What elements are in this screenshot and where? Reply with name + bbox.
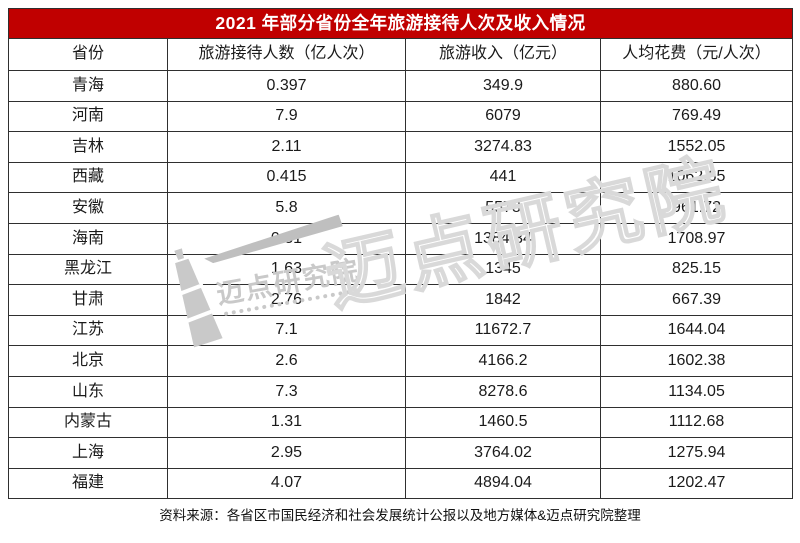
- province-cell: 安徽: [8, 192, 168, 224]
- province-cell: 福建: [8, 467, 168, 500]
- spend-cell: 1552.05: [599, 131, 794, 163]
- table-row-jiangsu: 江苏 7.1 11672.7 1644.04: [8, 314, 794, 347]
- spend-cell: 1112.68: [599, 406, 794, 439]
- spend-cell: 769.49: [599, 100, 794, 133]
- province-cell: 江苏: [8, 314, 168, 347]
- visitors-cell: 0.81: [167, 222, 406, 255]
- table-title-row: 2021 年部分省份全年旅游接待人次及收入情况: [7, 8, 794, 39]
- spend-cell: 961.72: [599, 192, 794, 224]
- column-header-province: 省份: [8, 38, 168, 71]
- table-row-hainan: 海南 0.81 1384.34 1708.97: [8, 222, 794, 255]
- source-note: 资料来源：各省区市国民经济和社会发展统计公报以及地方媒体&迈点研究院整理: [159, 508, 641, 524]
- table-row-henan: 河南 7.9 6079 769.49: [8, 100, 794, 133]
- province-cell: 山东: [8, 375, 168, 408]
- revenue-cell: 11672.7: [405, 314, 601, 347]
- revenue-cell: 6079: [405, 100, 601, 133]
- visitors-cell: 1.31: [167, 406, 406, 439]
- visitors-cell: 2.76: [167, 284, 406, 316]
- spend-cell: 825.15: [599, 253, 794, 286]
- visitors-cell: 2.11: [167, 131, 406, 163]
- spend-cell: 880.60: [599, 70, 794, 102]
- revenue-cell: 3764.02: [405, 437, 601, 469]
- table-row-shandong: 山东 7.3 8278.6 1134.05: [8, 375, 794, 408]
- revenue-cell: 5578: [405, 192, 601, 224]
- table-row-xizang: 西藏 0.415 441 1062.65: [8, 161, 794, 194]
- province-cell: 黑龙江: [8, 253, 168, 286]
- spend-cell: 1275.94: [599, 437, 794, 469]
- visitors-cell: 7.9: [167, 100, 406, 133]
- province-cell: 内蒙古: [8, 406, 168, 439]
- table-header-row: 省份 旅游接待人数（亿人次） 旅游收入（亿元） 人均花费（元/人次）: [8, 38, 794, 71]
- province-cell: 北京: [8, 345, 168, 377]
- column-header-revenue: 旅游收入（亿元）: [405, 38, 601, 71]
- spend-cell: 1644.04: [599, 314, 794, 347]
- revenue-cell: 1384.34: [405, 222, 601, 255]
- table-row-jilin: 吉林 2.11 3274.83 1552.05: [8, 131, 794, 163]
- table-row-heilongjiang: 黑龙江 1.63 1345 825.15: [8, 253, 794, 286]
- visitors-cell: 2.95: [167, 437, 406, 469]
- table-row-beijing: 北京 2.6 4166.2 1602.38: [8, 345, 794, 377]
- visitors-cell: 1.63: [167, 253, 406, 286]
- table-row-shanghai: 上海 2.95 3764.02 1275.94: [8, 437, 794, 469]
- table-row-fujian: 福建 4.07 4894.04 1202.47: [8, 467, 794, 500]
- column-header-spend-per-capita: 人均花费（元/人次）: [599, 38, 794, 71]
- revenue-cell: 4894.04: [405, 467, 601, 500]
- province-cell: 上海: [8, 437, 168, 469]
- tourism-data-table: 2021 年部分省份全年旅游接待人次及收入情况 省份 旅游接待人数（亿人次） 旅…: [7, 8, 794, 500]
- visitors-cell: 7.1: [167, 314, 406, 347]
- province-cell: 吉林: [8, 131, 168, 163]
- spend-cell: 1202.47: [599, 467, 794, 500]
- visitors-cell: 5.8: [167, 192, 406, 224]
- table-row-qinghai: 青海 0.397 349.9 880.60: [8, 70, 794, 102]
- revenue-cell: 8278.6: [405, 375, 601, 408]
- province-cell: 海南: [8, 222, 168, 255]
- revenue-cell: 1842: [405, 284, 601, 316]
- visitors-cell: 7.3: [167, 375, 406, 408]
- province-cell: 青海: [8, 70, 168, 102]
- revenue-cell: 1345: [405, 253, 601, 286]
- revenue-cell: 441: [405, 161, 601, 194]
- revenue-cell: 4166.2: [405, 345, 601, 377]
- visitors-cell: 4.07: [167, 467, 406, 500]
- revenue-cell: 349.9: [405, 70, 601, 102]
- spend-cell: 1062.65: [599, 161, 794, 194]
- table-title: 2021 年部分省份全年旅游接待人次及收入情况: [7, 8, 794, 39]
- province-cell: 甘肃: [8, 284, 168, 316]
- spend-cell: 667.39: [599, 284, 794, 316]
- province-cell: 河南: [8, 100, 168, 133]
- province-cell: 西藏: [8, 161, 168, 194]
- visitors-cell: 2.6: [167, 345, 406, 377]
- column-header-visitors: 旅游接待人数（亿人次）: [167, 38, 406, 71]
- visitors-cell: 0.397: [167, 70, 406, 102]
- table-row-gansu: 甘肃 2.76 1842 667.39: [8, 284, 794, 316]
- spend-cell: 1602.38: [599, 345, 794, 377]
- revenue-cell: 3274.83: [405, 131, 601, 163]
- revenue-cell: 1460.5: [405, 406, 601, 439]
- table-row-neimenggu: 内蒙古 1.31 1460.5 1112.68: [8, 406, 794, 439]
- table-row-anhui: 安徽 5.8 5578 961.72: [8, 192, 794, 224]
- spend-cell: 1708.97: [599, 222, 794, 255]
- spend-cell: 1134.05: [599, 375, 794, 408]
- visitors-cell: 0.415: [167, 161, 406, 194]
